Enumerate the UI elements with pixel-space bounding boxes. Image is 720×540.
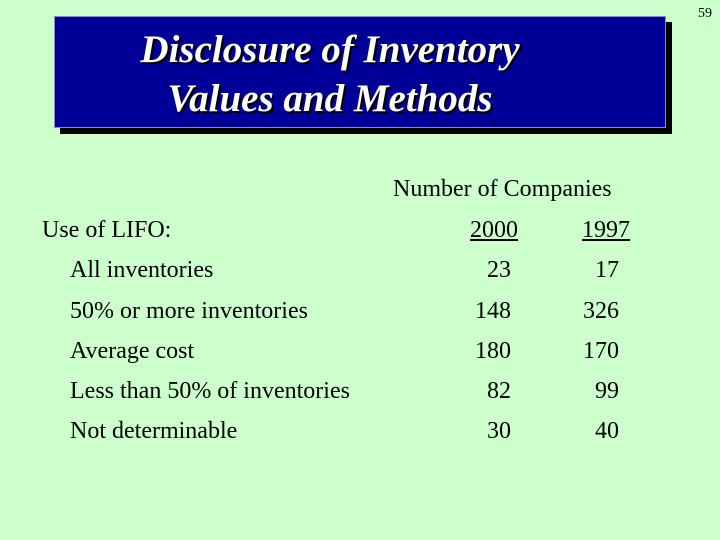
value-1997: 17 <box>595 257 619 283</box>
value-2000: 148 <box>475 298 511 324</box>
column-group-header: Number of Companies <box>393 176 612 202</box>
value-2000: 180 <box>475 338 511 364</box>
value-1997: 326 <box>583 298 619 324</box>
value-1997: 99 <box>595 378 619 404</box>
value-1997: 40 <box>595 418 619 444</box>
page-number: 59 <box>698 6 712 21</box>
section-label: Use of LIFO: <box>42 217 172 243</box>
year-header-2000: 2000 <box>470 217 518 243</box>
value-2000: 30 <box>487 418 511 444</box>
title-line-1: Disclosure of Inventory <box>140 28 520 71</box>
row-label: All inventories <box>70 257 214 283</box>
value-2000: 82 <box>487 378 511 404</box>
title-box: Disclosure of Inventory Values and Metho… <box>54 16 666 128</box>
value-2000: 23 <box>487 257 511 283</box>
year-header-1997: 1997 <box>582 217 630 243</box>
value-1997: 170 <box>583 338 619 364</box>
row-label: Less than 50% of inventories <box>70 378 350 404</box>
row-label: Not determinable <box>70 418 238 444</box>
row-label: Average cost <box>70 338 195 364</box>
title-line-2: Values and Methods <box>167 77 493 120</box>
row-label: 50% or more inventories <box>70 298 308 324</box>
